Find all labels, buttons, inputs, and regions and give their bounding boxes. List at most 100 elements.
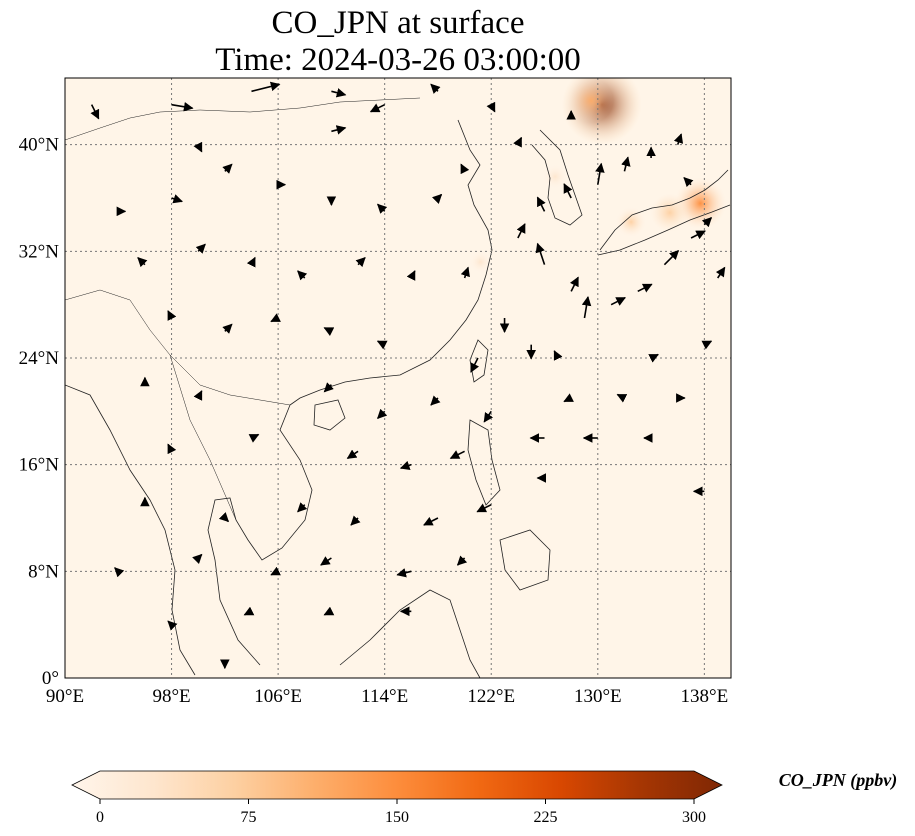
- wind-arrow: [346, 449, 359, 459]
- concentration-hotspot: [650, 193, 689, 232]
- wind-arrow: [486, 101, 496, 113]
- wind-arrow: [167, 310, 177, 321]
- wind-arrow: [377, 408, 388, 420]
- inland-borders-2: [65, 97, 421, 141]
- wind-arrow: [430, 83, 441, 94]
- longitude-tick-label: 114°E: [361, 686, 408, 707]
- mindanao-coastline: [499, 529, 551, 591]
- wind-arrow: [648, 353, 659, 363]
- wind-arrow: [431, 193, 443, 205]
- colorbar-label: CO_JPN (ppbv): [779, 770, 897, 791]
- hainan-coastline: [313, 399, 346, 431]
- coastlines: [65, 97, 731, 678]
- wind-arrow: [563, 183, 573, 199]
- wind-arrow: [460, 266, 470, 279]
- wind-arrow: [513, 136, 523, 148]
- colorbar-bar: [71, 770, 723, 800]
- indochina-coastline: [207, 404, 313, 666]
- wind-arrow: [399, 460, 412, 470]
- wind-arrow: [114, 567, 125, 578]
- wind-arrow: [297, 270, 308, 281]
- colorbar-tick-label: 300: [682, 809, 706, 826]
- wind-arrow: [715, 266, 726, 279]
- latitude-ticks: 0° 8°N 16°N 24°N 32°N 40°N: [19, 135, 60, 689]
- wind-arrow: [377, 203, 388, 214]
- colorbar-tick-label: 225: [534, 809, 558, 826]
- map-background: [65, 78, 731, 678]
- wind-arrow: [637, 283, 653, 293]
- concentration-hotspot: [615, 206, 648, 238]
- wind-vectors: [90, 81, 726, 670]
- concentration-hotspot: [542, 163, 569, 190]
- wind-arrow: [90, 104, 100, 120]
- title-line-2: Time: 2024-03-26 03:00:00: [215, 42, 580, 78]
- wind-arrow: [483, 410, 494, 423]
- colorbar-tick-label: 150: [385, 809, 409, 826]
- colorbar-tick-label: 75: [241, 809, 257, 826]
- latitude-tick-label: 32°N: [19, 241, 60, 262]
- wind-arrow: [701, 216, 713, 228]
- wind-arrow: [369, 103, 386, 113]
- wind-arrow: [690, 230, 706, 240]
- wind-arrow: [423, 516, 439, 526]
- wind-arrow: [248, 433, 260, 443]
- wind-arrow: [396, 568, 412, 578]
- japan-south-coast: [597, 204, 731, 256]
- luzon-coastline: [467, 419, 501, 506]
- wind-arrow: [137, 256, 148, 268]
- concentration-hotspot: [569, 78, 614, 123]
- latitude-tick-label: 24°N: [19, 348, 60, 369]
- colorbar-tick-label: 0: [96, 809, 104, 826]
- wind-arrow: [192, 553, 203, 565]
- china-coastline: [289, 119, 493, 406]
- wind-arrow: [171, 194, 183, 204]
- wind-arrow: [476, 503, 492, 513]
- wind-arrow: [331, 88, 347, 98]
- wind-arrow: [406, 270, 416, 281]
- borneo-coastline: [339, 589, 481, 678]
- korea-coastline: [531, 129, 583, 226]
- concentration-hotspots: [468, 78, 727, 274]
- longitude-tick-label: 90°E: [46, 686, 84, 707]
- wind-arrow: [167, 443, 177, 455]
- wind-arrow: [350, 515, 361, 526]
- wind-arrow: [243, 606, 255, 616]
- wind-arrow: [195, 243, 206, 254]
- wind-arrow: [449, 450, 465, 460]
- inland-borders-3: [169, 354, 237, 521]
- longitude-tick-label: 106°E: [254, 686, 302, 707]
- wind-arrow: [663, 249, 680, 266]
- wind-arrow: [323, 606, 335, 616]
- longitude-ticks: 90°E 98°E 106°E 114°E 122°E 130°E 138°E: [46, 686, 728, 707]
- wind-arrow: [683, 176, 694, 188]
- wind-arrow: [246, 256, 256, 268]
- wind-arrow: [456, 555, 468, 566]
- longitude-tick-label: 138°E: [681, 686, 729, 707]
- map-panel: 90°E 98°E 106°E 114°E 122°E 130°E 138°E 0° 8°N 1…: [19, 77, 732, 707]
- wind-arrow: [193, 390, 203, 401]
- latitude-tick-label: 16°N: [19, 455, 60, 476]
- wind-arrow: [460, 163, 470, 175]
- colorbar: 0 75 150 225 300 CO_JPN (ppbv): [71, 770, 897, 826]
- wind-arrow: [331, 125, 347, 135]
- wind-arrow: [251, 81, 281, 93]
- japan-coastline: [599, 169, 729, 251]
- wind-arrow: [355, 256, 366, 268]
- wind-arrow: [270, 313, 281, 323]
- longitude-tick-label: 98°E: [152, 686, 190, 707]
- wind-arrow: [610, 296, 626, 306]
- wind-arrow: [621, 156, 631, 172]
- wind-arrow: [297, 502, 308, 513]
- wind-arrow: [570, 276, 579, 292]
- taiwan-coastline: [469, 339, 489, 383]
- wind-arrow: [171, 102, 194, 112]
- wind-arrow: [218, 511, 230, 523]
- wind-arrow: [595, 162, 605, 185]
- wind-arrow: [470, 357, 480, 373]
- wind-arrow: [563, 393, 575, 403]
- colorbar-ticks: 0 75 150 225 300: [96, 799, 706, 826]
- title-line-1: CO_JPN at surface: [272, 5, 525, 41]
- wind-arrow: [167, 620, 178, 631]
- wind-arrow: [616, 393, 628, 403]
- latitude-tick-label: 8°N: [28, 561, 59, 582]
